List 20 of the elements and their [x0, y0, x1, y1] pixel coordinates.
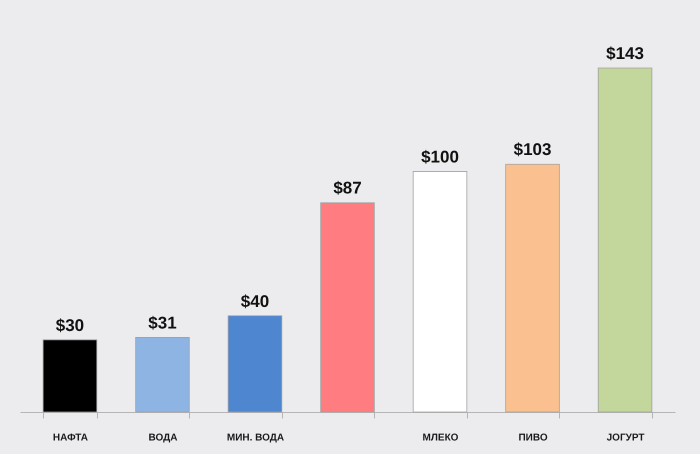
- bar: [228, 315, 282, 412]
- data-label: $31: [148, 313, 177, 332]
- data-label: $100: [421, 147, 459, 166]
- bar: [598, 68, 652, 412]
- data-label: $87: [333, 178, 362, 198]
- bar: [320, 202, 375, 412]
- bar: [135, 337, 190, 412]
- x-tick-label: МЛЕКО: [422, 432, 459, 444]
- bar: [505, 164, 560, 412]
- x-tick-label: МИН. ВОДА: [226, 432, 284, 444]
- x-tick-label: НАФТА: [52, 432, 88, 444]
- bar: [42, 339, 98, 412]
- bar: [412, 171, 468, 412]
- x-tick-label: ЈОГУРТ: [606, 432, 644, 444]
- x-tick-label: ВОДА: [148, 432, 178, 444]
- data-label: $103: [514, 140, 552, 160]
- data-label: $40: [240, 292, 270, 311]
- x-tick-label: ПИВО: [518, 432, 548, 444]
- data-label: $143: [606, 44, 644, 63]
- data-label: $30: [56, 316, 84, 335]
